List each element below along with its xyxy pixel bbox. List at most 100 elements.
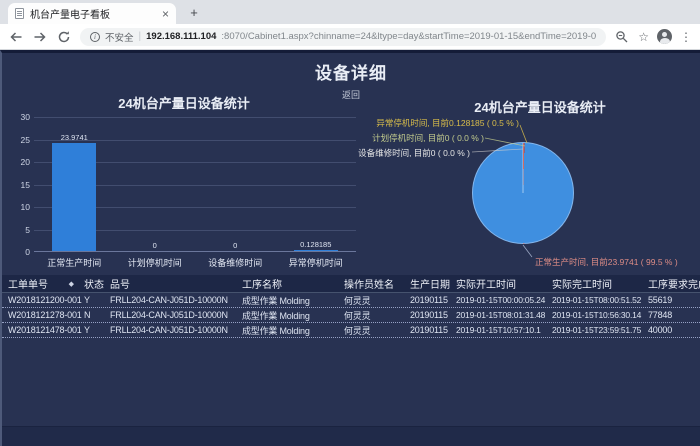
bar-normal-production[interactable] (52, 143, 97, 251)
cell-actual-start: 2019-01-15T08:01:31.48 (456, 310, 546, 320)
cell-prod-date: 20190115 (410, 295, 448, 305)
cell-part-no: FRLL204-CAN-J051D-10000N (110, 310, 228, 320)
pie-label-abnormal-downtime: 异常停机时间, 目前0.128185 ( 0.5 % ) (376, 118, 519, 128)
bar-chart-plot: 30 25 20 15 10 5 0 23.9741 0 (21, 112, 356, 257)
col-header-prod-date[interactable]: 生产日期 (410, 280, 450, 291)
bar-value-label: 23.9741 (60, 133, 88, 143)
cell-operator: 何灵灵 (344, 325, 371, 336)
gridline (34, 117, 356, 118)
bar-slots: 23.9741 0 0 0.128185 (34, 117, 356, 251)
cell-part-no: FRLL204-CAN-J051D-10000N (110, 325, 228, 335)
cell-required-qty: 40000 (648, 325, 673, 335)
bar-abnormal-downtime[interactable] (293, 250, 338, 251)
cell-required-qty: 55619 (648, 295, 673, 305)
col-header-actual-start[interactable]: 实际开工时间 (456, 280, 516, 291)
refresh-button[interactable] (56, 29, 72, 45)
col-header-part-no[interactable]: 品号 (110, 280, 130, 291)
y-axis-tick: 25 (20, 134, 30, 145)
table-row: W2018121478-001 Y FRLL204-CAN-J051D-1000… (2, 323, 700, 338)
x-axis-label: 计划停机时间 (127, 258, 182, 268)
bar-value-label: 0.128185 (300, 240, 332, 249)
table-row: W2018121200-001 Y FRLL204-CAN-J051D-1000… (2, 293, 700, 308)
cell-order-no: W2018121478-001 (8, 325, 82, 335)
pie-label-normal-production: 正常生产时间, 目前23.9741 ( 99.5 % ) (535, 257, 678, 267)
bar-slot: 23.9741 (34, 117, 115, 251)
cell-actual-finish: 2019-01-15T23:59:51.75 (552, 325, 642, 335)
back-link[interactable]: 返回 (341, 90, 360, 100)
bottom-strip (2, 426, 700, 446)
bar-slot: 0 (195, 117, 276, 251)
pie-label-planned-downtime: 计划停机时间, 目前0 ( 0.0 % ) (372, 133, 484, 143)
col-header-status[interactable]: 状态 (84, 280, 104, 291)
cell-actual-finish: 2019-01-15T08:00:51.52 (552, 295, 642, 305)
bookmark-star-icon[interactable]: ☆ (638, 29, 649, 44)
new-tab-button[interactable]: + (190, 5, 198, 20)
cell-process-name: 成型作業 Molding (242, 310, 310, 321)
profile-avatar[interactable] (657, 29, 672, 44)
y-axis-tick: 10 (20, 202, 30, 212)
y-axis-tick: 0 (25, 247, 30, 257)
url-separator: | (138, 31, 142, 42)
gridline (34, 139, 356, 141)
cell-required-qty: 77848 (648, 310, 673, 320)
url-host: 192.168.111.104 (146, 31, 217, 42)
pie-label-maintenance-time: 设备维修时间, 目前0 ( 0.0 % ) (358, 148, 470, 158)
cell-actual-start: 2019-01-15T00:00:05.24 (456, 295, 546, 305)
tab-close-icon[interactable]: × (161, 6, 169, 21)
cell-operator: 何灵灵 (344, 295, 371, 306)
cell-part-no: FRLL204-CAN-J051D-10000N (110, 295, 228, 305)
cell-process-name: 成型作業 Molding (242, 325, 310, 336)
y-axis-tick: 30 (20, 112, 30, 122)
pie-chart-circle[interactable] (472, 142, 574, 244)
cell-process-name: 成型作業 Molding (242, 295, 310, 306)
cell-status: Y (84, 295, 90, 305)
browser-menu-icon[interactable]: ⋮ (680, 29, 692, 44)
gridline (34, 207, 356, 208)
browser-tab-bar: 机台产量电子看板 × + (0, 0, 700, 24)
y-axis-tick: 20 (20, 157, 30, 167)
bar-slot: 0.128185 (276, 117, 357, 251)
x-axis-label: 异常停机时间 (288, 258, 343, 268)
y-axis-tick: 15 (20, 179, 30, 190)
bar-chart-title: 24机台产量日设备统计 (118, 96, 250, 111)
col-header-label: 工单单号 (8, 280, 48, 291)
tab-title: 机台产量电子看板 (30, 10, 110, 21)
table-row: W2018121278-001 N FRLL204-CAN-J051D-1000… (2, 308, 700, 323)
bar-chart-panel: 24机台产量日设备统计 30 25 20 15 10 5 0 23.9741 (8, 93, 360, 273)
cell-operator: 何灵灵 (344, 310, 371, 321)
pie-chart-panel: 24机台产量日设备统计 异常停机时间, 目前0.128185 ( 0.5 % )… (358, 93, 698, 278)
browser-tab[interactable]: 机台产量电子看板 × (8, 3, 176, 24)
cell-status: N (84, 310, 91, 320)
work-order-table: 工单单号 ◆ 状态 品号 工序名称 操作员姓名 生产日期 实际开工时间 实际完工… (2, 275, 700, 338)
gridline (34, 162, 356, 163)
back-button[interactable] (8, 29, 24, 45)
page-favicon-icon (15, 8, 24, 19)
cell-prod-date: 20190115 (410, 325, 448, 335)
cell-actual-finish: 2019-01-15T10:56:30.14 (552, 310, 642, 320)
x-axis-label: 设备维修时间 (208, 258, 263, 268)
zoom-icon[interactable] (614, 29, 630, 45)
col-header-actual-finish[interactable]: 实际完工时间 (552, 280, 612, 291)
site-info-icon[interactable]: i (90, 31, 100, 42)
bar-value-label: 0 (152, 241, 157, 250)
cell-actual-start: 2019-01-15T10:57:10.1 (456, 325, 541, 335)
cell-order-no: W2018121200-001 (8, 295, 82, 305)
forward-button[interactable] (32, 29, 48, 45)
page-title: 设备详细 (315, 64, 387, 83)
address-bar[interactable]: i 不安全 | 192.168.111.104 :8070/Cabinet1.a… (80, 27, 607, 46)
dashboard-page: 设备详细 返回 24机台产量日设备统计 30 25 20 15 10 5 0 (0, 50, 700, 446)
bar-slot: 0 (115, 117, 196, 251)
sort-icon[interactable]: ◆ (68, 280, 74, 288)
bar-value-label: 0 (233, 241, 238, 250)
x-axis-label: 正常生产时间 (47, 258, 102, 268)
y-axis-tick: 5 (25, 224, 30, 235)
col-header-order-no[interactable]: 工单单号 ◆ (2, 276, 78, 291)
col-header-process-name[interactable]: 工序名称 (242, 280, 282, 291)
col-header-operator[interactable]: 操作员姓名 (344, 280, 394, 291)
cell-status: Y (84, 325, 90, 335)
cell-order-no: W2018121278-001 (8, 310, 82, 320)
table-header-row: 工单单号 ◆ 状态 品号 工序名称 操作员姓名 生产日期 实际开工时间 实际完工… (2, 275, 700, 293)
col-header-required-qty[interactable]: 工序要求完成数 (648, 280, 700, 291)
browser-toolbar: i 不安全 | 192.168.111.104 :8070/Cabinet1.a… (0, 24, 700, 50)
